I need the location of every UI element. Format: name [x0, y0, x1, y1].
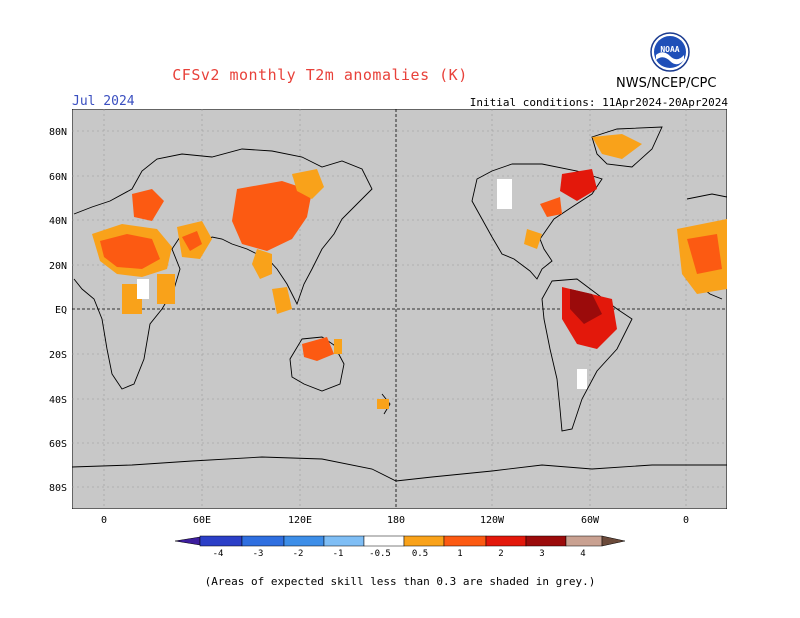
colorbar-label: -2: [293, 549, 304, 559]
noaa-logo-icon: NOAA: [650, 32, 690, 72]
colorbar-label: 4: [580, 549, 585, 559]
lat-axis: 80N 60N 40N 20N EQ 20S 40S 60S 80S: [49, 127, 67, 494]
initial-conditions-label: Initial conditions: 11Apr2024-20Apr2024: [469, 96, 728, 109]
map-title: CFSv2 monthly T2m anomalies (K): [172, 66, 468, 84]
lon-label-60w: 60W: [581, 515, 600, 526]
colorbar-label: -0.5: [369, 549, 391, 559]
lon-label-0: 0: [101, 515, 107, 526]
lon-label-60e: 60E: [193, 515, 211, 526]
colorbar-label: 2: [498, 549, 503, 559]
lat-label-80n: 80N: [49, 127, 67, 138]
lat-label-20s: 20S: [49, 350, 67, 361]
lat-label-60n: 60N: [49, 172, 67, 183]
colorbar-label: 1: [457, 549, 462, 559]
lat-label-60s: 60S: [49, 439, 67, 450]
world-map: 80N 60N 40N 20N EQ 20S 40S 60S 80S: [72, 109, 727, 509]
lon-label-0-east: 0: [683, 515, 689, 526]
lat-label-eq: EQ: [55, 305, 67, 316]
agency-label: NWS/NCEP/CPC: [616, 76, 717, 91]
colorbar-label: -4: [213, 549, 224, 559]
colorbar-label: 0.5: [412, 549, 428, 559]
colorbar-label: 3: [539, 549, 544, 559]
lon-label-120e: 120E: [288, 515, 312, 526]
colorbar-label: -3: [253, 549, 264, 559]
skill-note: (Areas of expected skill less than 0.3 a…: [204, 575, 596, 588]
lat-label-20n: 20N: [49, 261, 67, 272]
lat-label-80s: 80S: [49, 483, 67, 494]
lon-axis: 0 60E 120E 180 120W 60W 0: [101, 515, 689, 526]
lon-label-120w: 120W: [480, 515, 505, 526]
lat-label-40n: 40N: [49, 216, 67, 227]
colorbar-label: -1: [333, 549, 344, 559]
logo-text: NOAA: [660, 45, 679, 54]
valid-month-label: Jul 2024: [72, 94, 135, 109]
lon-label-180: 180: [387, 515, 405, 526]
colorbar: -4 -3 -2 -1 -0.5 0.5 1 2 3 4: [174, 535, 626, 559]
lat-label-40s: 40S: [49, 395, 67, 406]
